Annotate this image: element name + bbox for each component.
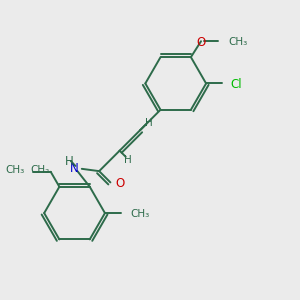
Text: CH₃: CH₃ xyxy=(130,209,149,219)
Text: O: O xyxy=(116,177,125,190)
Text: CH₃: CH₃ xyxy=(5,165,25,175)
Text: CH₂: CH₂ xyxy=(30,165,49,175)
Text: CH₃: CH₃ xyxy=(229,37,248,47)
Text: Cl: Cl xyxy=(230,79,242,92)
Text: N: N xyxy=(70,162,78,175)
Text: H: H xyxy=(65,154,74,168)
Text: H: H xyxy=(124,155,132,165)
Text: H: H xyxy=(145,118,152,128)
Text: O: O xyxy=(196,36,206,49)
